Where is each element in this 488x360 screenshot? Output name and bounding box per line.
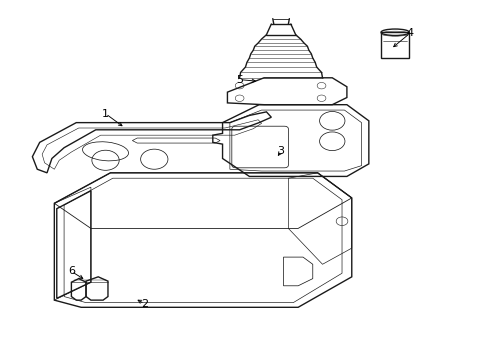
Text: 6: 6 — [68, 266, 75, 276]
Text: 1: 1 — [102, 109, 109, 119]
Text: 5: 5 — [236, 75, 243, 85]
Text: 2: 2 — [141, 299, 148, 309]
Text: 4: 4 — [406, 28, 413, 38]
Text: 3: 3 — [277, 146, 284, 156]
